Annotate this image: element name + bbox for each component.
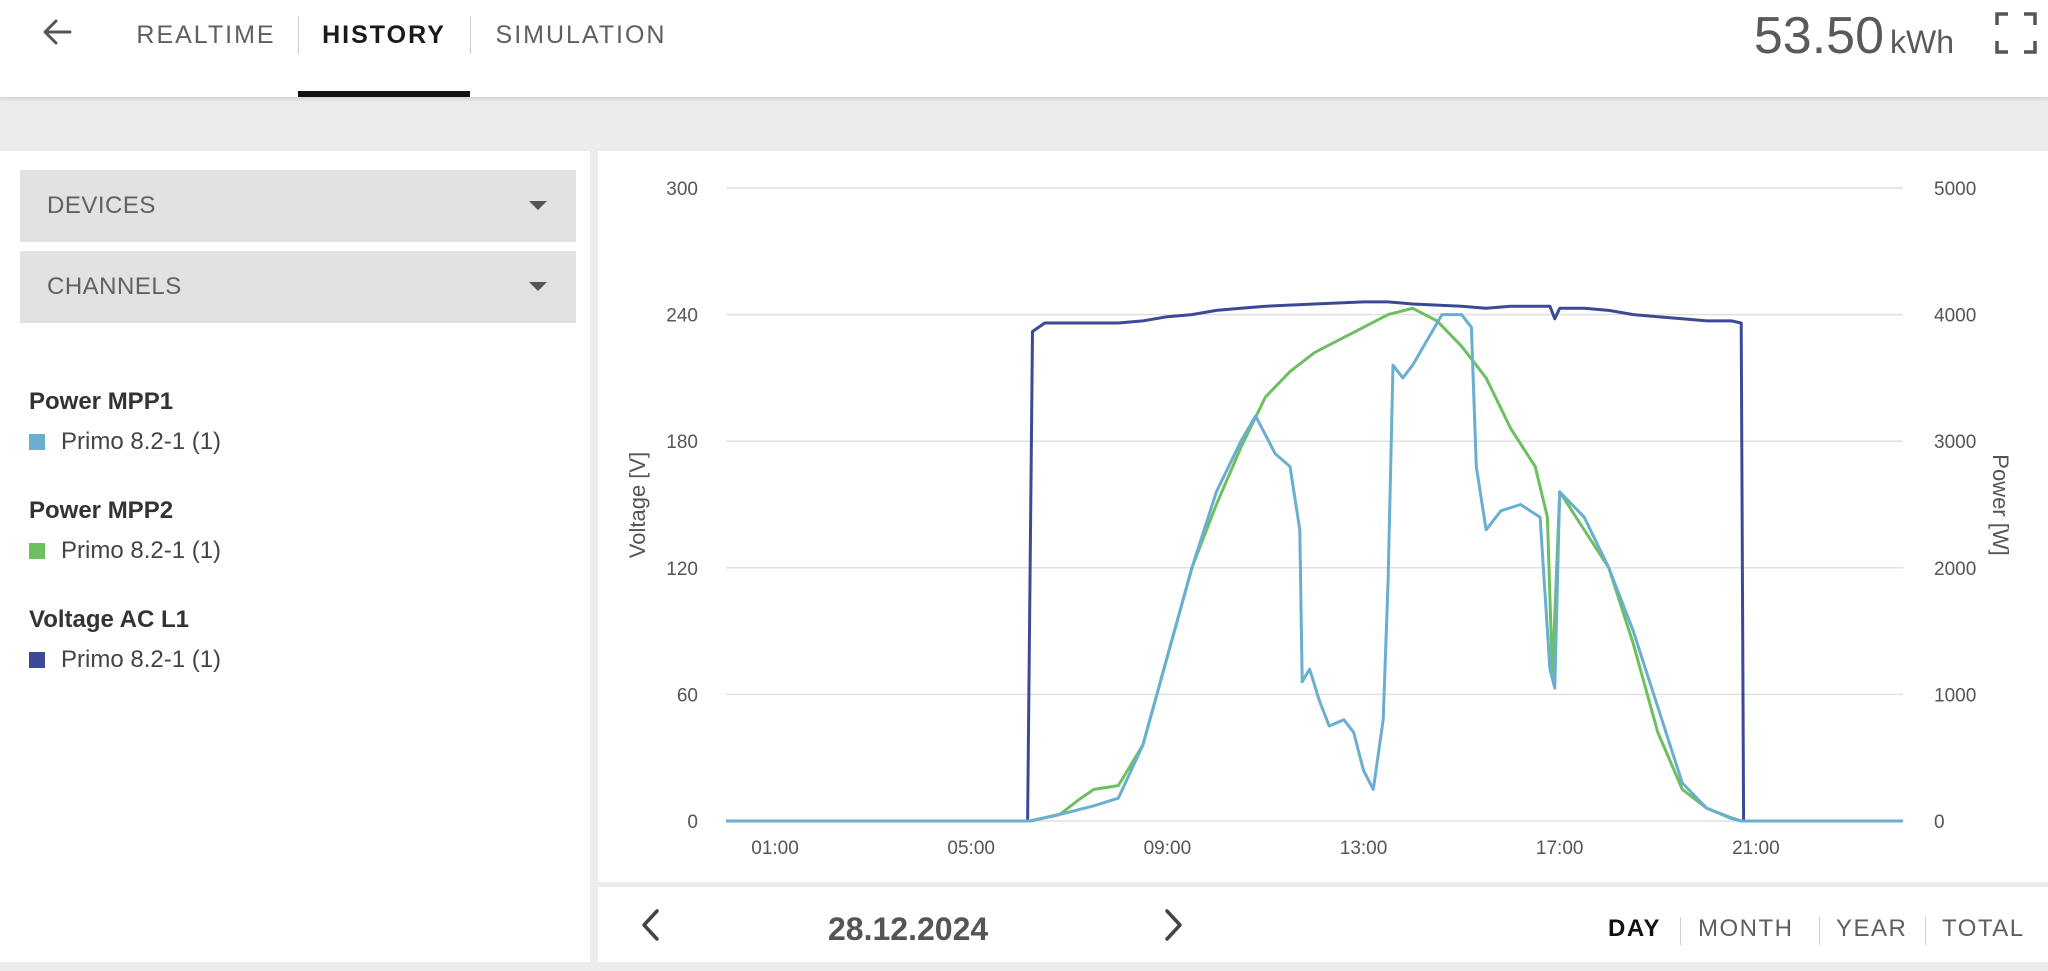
channels-label: CHANNELS (47, 273, 182, 300)
active-tab-indicator (298, 91, 470, 97)
y-left-tick-label: 240 (666, 306, 698, 327)
period-year[interactable]: YEAR (1836, 915, 1908, 942)
energy-value: 53.50 (1753, 7, 1884, 65)
y-right-tick-label: 1000 (1934, 685, 1976, 706)
y-right-tick-label: 4000 (1934, 306, 1976, 327)
y-left-axis-title: Voltage [V] (625, 452, 650, 558)
period-total[interactable]: TOTAL (1942, 915, 2025, 942)
energy-total: 53.50 kWh (1754, 6, 1954, 66)
devices-label: DEVICES (47, 192, 156, 219)
tab-realtime[interactable]: REALTIME (136, 21, 276, 49)
y-right-axis-title: Power [W] (1988, 454, 2013, 555)
tab-history[interactable]: HISTORY (322, 21, 446, 49)
chevron-down-icon (529, 282, 547, 291)
devices-dropdown[interactable]: DEVICES (20, 170, 576, 242)
x-tick-label: 05:00 (947, 838, 995, 859)
legend-title: Power MPP2 (29, 497, 174, 524)
y-left-tick-label: 60 (677, 685, 698, 706)
legend-item-voltage-ac-l1[interactable]: Primo 8.2-1 (1) (29, 639, 221, 681)
tab-divider (470, 16, 471, 54)
energy-unit: kWh (1890, 24, 1954, 60)
tab-divider (298, 16, 299, 54)
legend-item-label: Primo 8.2-1 (1) (61, 537, 222, 564)
back-arrow-icon (43, 19, 72, 45)
series-swatch (29, 434, 45, 450)
period-month[interactable]: MONTH (1698, 915, 1794, 942)
tab-simulation[interactable]: SIMULATION (495, 21, 667, 49)
x-tick-label: 17:00 (1536, 838, 1584, 859)
filter-panel: DEVICES CHANNELS Power MPP1 Primo 8.2-1 … (0, 151, 590, 962)
x-tick-label: 09:00 (1144, 838, 1192, 859)
legend-title: Power MPP1 (29, 388, 174, 415)
legend-voltage-ac-l1: Voltage AC L1 Primo 8.2-1 (1) (29, 601, 221, 681)
legend-title: Voltage AC L1 (29, 606, 190, 633)
legend-item-power-mpp2[interactable]: Primo 8.2-1 (1) (29, 530, 221, 572)
channels-dropdown[interactable]: CHANNELS (20, 251, 576, 323)
legend-power-mpp1: Power MPP1 Primo 8.2-1 (1) (29, 383, 221, 463)
chevron-right-icon (1165, 909, 1182, 941)
date-navigation-bar: 28.12.2024 DAY MONTH YEAR TOTAL (598, 887, 2048, 962)
series-line-power-mpp1 (726, 313, 1903, 823)
selected-date[interactable]: 28.12.2024 (828, 911, 989, 947)
legend-item-label: Primo 8.2-1 (1) (61, 428, 222, 455)
x-tick-label: 21:00 (1732, 838, 1780, 859)
y-right-tick-label: 3000 (1934, 432, 1976, 453)
history-chart[interactable]: 0 0 60 1000 120 2000 180 3000 240 4000 300 5000 01:0… (598, 151, 2048, 882)
series-swatch (29, 543, 45, 559)
period-divider (1819, 917, 1820, 945)
series-line-power-mpp2 (726, 306, 1903, 823)
fullscreen-icon (1995, 12, 2037, 54)
fullscreen-button[interactable] (1995, 12, 2037, 54)
chevron-left-icon (642, 909, 659, 941)
y-left-tick-label: 120 (666, 559, 698, 580)
y-left-tick-label: 180 (666, 432, 698, 453)
y-right-tick-label: 2000 (1934, 559, 1976, 580)
y-left-tick-label: 0 (687, 812, 698, 833)
previous-date-button[interactable] (636, 905, 666, 945)
chart-panel: 0 0 60 1000 120 2000 180 3000 240 4000 300 5000 01:0… (598, 151, 2048, 882)
legend-power-mpp2: Power MPP2 Primo 8.2-1 (1) (29, 492, 221, 572)
x-tick-label: 13:00 (1340, 838, 1388, 859)
y-left-tick-label: 300 (666, 179, 698, 200)
chevron-down-icon (529, 201, 547, 210)
series-line-voltage-ac-l1 (726, 300, 1903, 823)
y-right-tick-label: 0 (1934, 812, 1945, 833)
top-bar: REALTIME HISTORY SIMULATION 53.50 kWh (0, 0, 2048, 97)
back-button[interactable] (40, 12, 76, 52)
period-divider (1925, 917, 1926, 945)
y-right-tick-label: 5000 (1934, 179, 1976, 200)
next-date-button[interactable] (1158, 905, 1188, 945)
series-swatch (29, 652, 45, 668)
period-divider (1680, 917, 1681, 945)
x-tick-label: 01:00 (751, 838, 799, 859)
legend-item-label: Primo 8.2-1 (1) (61, 646, 222, 673)
period-day[interactable]: DAY (1608, 915, 1661, 942)
legend-item-power-mpp1[interactable]: Primo 8.2-1 (1) (29, 421, 221, 463)
